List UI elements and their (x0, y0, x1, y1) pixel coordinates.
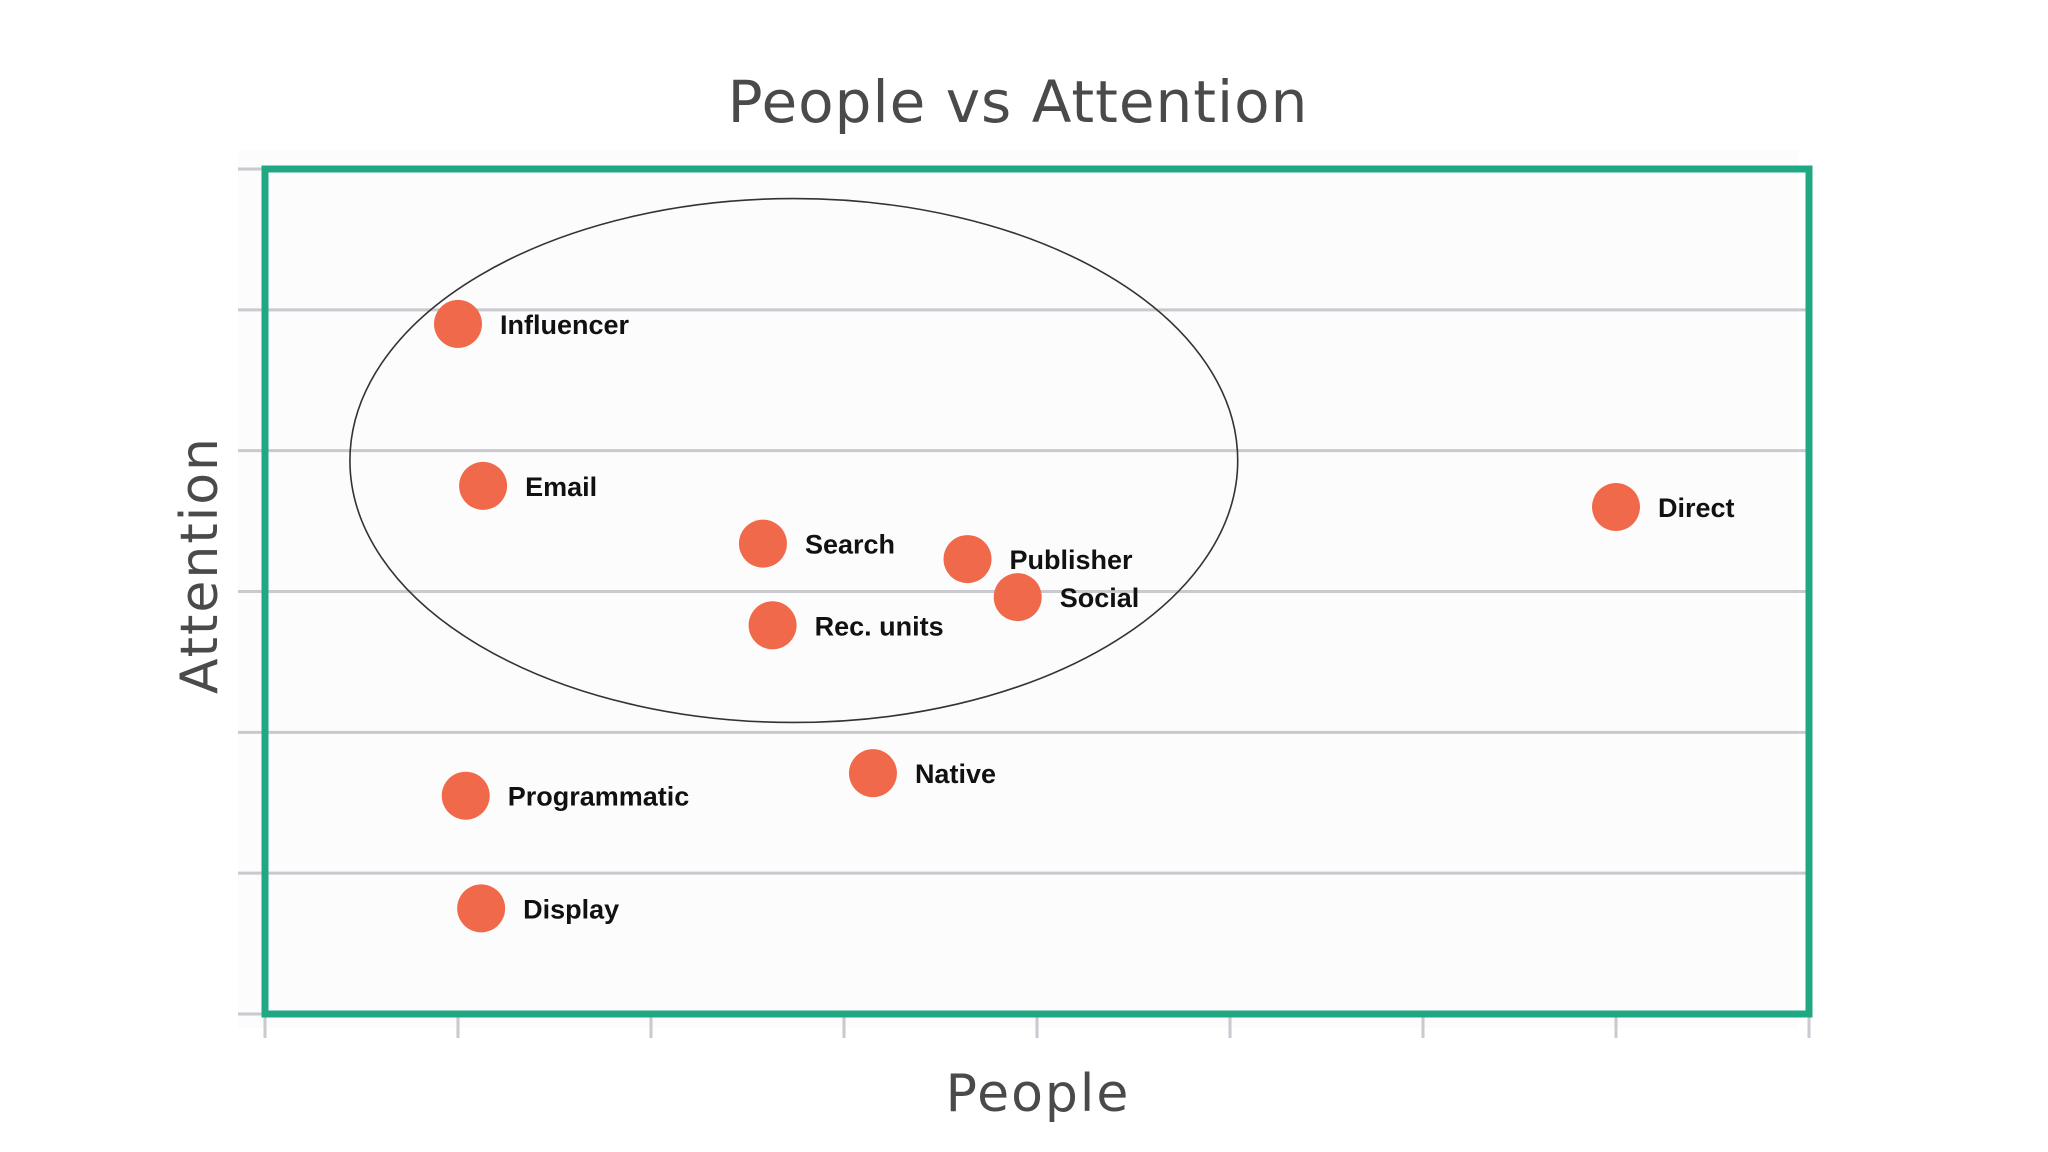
data-points: Influencer Email Search Publisher Social Rec.… (434, 299, 1735, 933)
data-point-label: Rec. units (815, 611, 944, 641)
data-point-label: Publisher (1010, 545, 1134, 575)
x-axis-label: People (946, 1064, 1131, 1124)
plot-frame (261, 165, 1813, 1018)
data-point-group: Influencer (434, 299, 630, 348)
data-point-label: Direct (1658, 493, 1735, 523)
data-point-group: Programmatic (441, 771, 690, 820)
data-point-group: Rec. units (748, 601, 944, 650)
y-axis-label: Attention (170, 436, 230, 694)
highlight-ellipse (349, 197, 1239, 724)
annotations (349, 197, 1239, 724)
data-point (434, 299, 482, 348)
data-point-group: Search (738, 519, 895, 568)
data-point-label: Social (1060, 583, 1140, 613)
data-point-group: Display (457, 884, 619, 933)
data-point-group: Direct (1592, 483, 1735, 531)
data-point (441, 771, 490, 820)
data-point (748, 601, 797, 650)
data-point-label: Native (915, 759, 996, 789)
data-point (993, 573, 1042, 622)
chart-title: People vs Attention (728, 68, 1309, 136)
data-point-label: Influencer (500, 310, 630, 340)
data-point (848, 749, 897, 798)
data-point (459, 461, 508, 510)
data-point-group: Publisher (943, 535, 1134, 584)
data-point (457, 884, 506, 933)
data-point (738, 519, 787, 568)
data-point (1592, 483, 1640, 531)
data-point (943, 535, 992, 584)
data-point-label: Email (525, 472, 597, 502)
data-point-group: Email (459, 461, 597, 510)
data-point-group: Native (848, 749, 996, 798)
data-point-group: Social (993, 573, 1140, 622)
axis-ticks (238, 167, 1811, 1038)
data-point-label: Programmatic (508, 782, 690, 812)
data-point-label: Display (523, 894, 619, 924)
data-point-label: Search (805, 530, 895, 560)
